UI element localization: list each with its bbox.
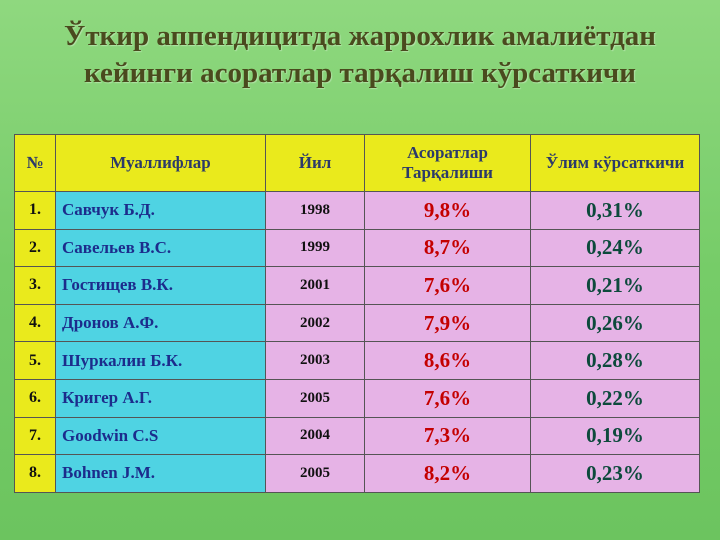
table-row: 6. Кригер А.Г. 2005 7,6% 0,22% — [14, 378, 700, 418]
author: Шуркалин Б.К. — [55, 341, 266, 380]
mortality-rate: 0,22% — [530, 378, 700, 418]
mortality-rate: 0,26% — [530, 303, 700, 343]
author: Кригер А.Г. — [55, 378, 266, 418]
year: 1998 — [265, 191, 365, 230]
row-number: 3. — [14, 266, 56, 305]
year: 2005 — [265, 454, 365, 493]
mortality-rate: 0,28% — [530, 341, 700, 380]
author: Goodwin C.S — [55, 416, 266, 456]
year: 2005 — [265, 378, 365, 418]
year: 2004 — [265, 416, 365, 456]
complication-rate: 8,6% — [364, 341, 531, 380]
complication-rate: 8,2% — [364, 454, 531, 493]
row-number: 7. — [14, 416, 56, 456]
author: Савельев В.С. — [55, 228, 266, 268]
table-header: № Муаллифлар Йил Асоратлар Тарқалиши Ўлим кў… — [14, 134, 700, 192]
row-number: 1. — [14, 191, 56, 230]
row-number: 8. — [14, 454, 56, 493]
complication-rate: 9,8% — [364, 191, 531, 230]
table-row: 7. Goodwin C.S 2004 7,3% 0,19% — [14, 416, 700, 456]
table-row: 3. Гостищев В.К. 2001 7,6% 0,21% — [14, 266, 700, 305]
table-row: 5. Шуркалин Б.К. 2003 8,6% 0,28% — [14, 341, 700, 380]
table-row: 2. Савельев В.С. 1999 8,7% 0,24% — [14, 228, 700, 268]
author: Савчук Б.Д. — [55, 191, 266, 230]
author: Гостищев В.К. — [55, 266, 266, 305]
header-row: № Муаллифлар Йил Асоратлар Тарқалиши Ўлим кў… — [14, 134, 700, 192]
author: Bohnen J.M. — [55, 454, 266, 493]
header-cell: Йил — [265, 134, 365, 192]
year: 2001 — [265, 266, 365, 305]
data-table: № Муаллифлар Йил Асоратлар Тарқалиши Ўлим кў… — [14, 134, 700, 493]
row-number: 4. — [14, 303, 56, 343]
table-row: 8. Bohnen J.M. 2005 8,2% 0,23% — [14, 454, 700, 493]
mortality-rate: 0,19% — [530, 416, 700, 456]
table-row: 1. Савчук Б.Д. 1998 9,8% 0,31% — [14, 191, 700, 230]
complication-rate: 7,6% — [364, 378, 531, 418]
row-number: 2. — [14, 228, 56, 268]
year: 2002 — [265, 303, 365, 343]
header-cell: Асоратлар Тарқалиши — [364, 134, 531, 192]
header-cell: № — [14, 134, 56, 192]
table-body: 1. Савчук Б.Д. 1998 9,8% 0,31% 2. Савельев В.С… — [14, 191, 700, 493]
mortality-rate: 0,21% — [530, 266, 700, 305]
mortality-rate: 0,24% — [530, 228, 700, 268]
complication-rate: 7,6% — [364, 266, 531, 305]
mortality-rate: 0,23% — [530, 454, 700, 493]
table-row: 4. Дронов А.Ф. 2002 7,9% 0,26% — [14, 303, 700, 343]
header-cell: Ўлим кўрсаткичи — [530, 134, 700, 192]
complication-rate: 8,7% — [364, 228, 531, 268]
complication-rate: 7,3% — [364, 416, 531, 456]
title: Ўткир аппендицитда жаррохлик амалиётдан … — [0, 18, 720, 92]
author: Дронов А.Ф. — [55, 303, 266, 343]
title-line: кейинги асоратлар тарқалиш кўрсаткичи — [84, 57, 636, 89]
header-cell: Муаллифлар — [55, 134, 266, 192]
year: 1999 — [265, 228, 365, 268]
row-number: 5. — [14, 341, 56, 380]
complication-rate: 7,9% — [364, 303, 531, 343]
row-number: 6. — [14, 378, 56, 418]
year: 2003 — [265, 341, 365, 380]
mortality-rate: 0,31% — [530, 191, 700, 230]
title-line: Ўткир аппендицитда жаррохлик амалиётдан — [64, 20, 656, 52]
